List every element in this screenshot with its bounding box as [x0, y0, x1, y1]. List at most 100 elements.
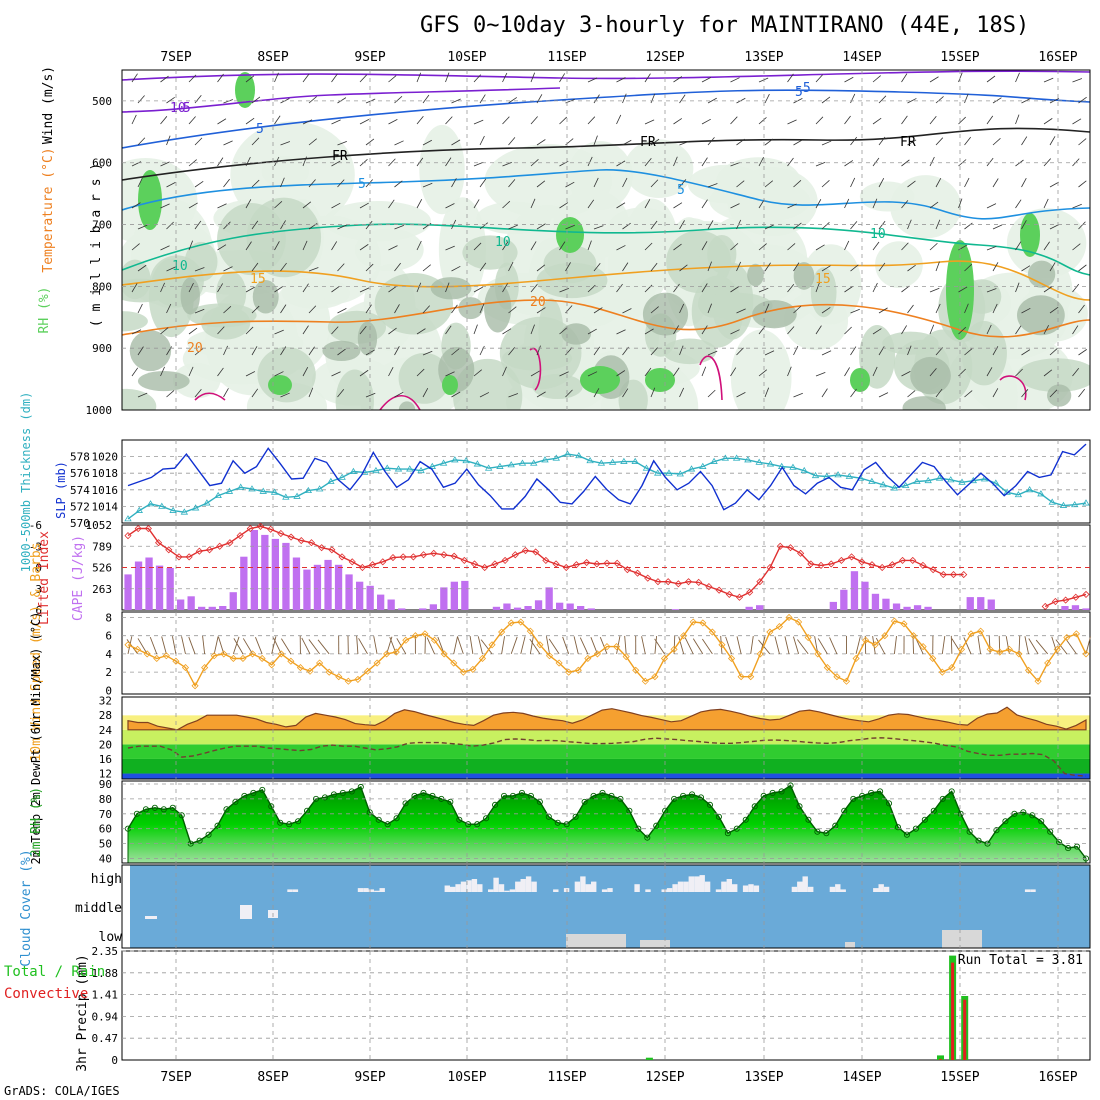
wind-barb [793, 345, 799, 356]
cape-bar [850, 571, 859, 610]
wind-barb [793, 392, 803, 398]
wind-barb [878, 220, 886, 230]
thickness-tick-label: 570 [70, 517, 90, 530]
surface-wind-barb [736, 636, 742, 655]
wind-speed-line-point [593, 650, 601, 658]
slp-tick-label: 1014 [92, 500, 119, 513]
wind-barb [479, 222, 489, 230]
thickness-line-point [1082, 499, 1090, 506]
wind-barb [194, 181, 204, 188]
wind-barb [337, 97, 347, 104]
thickness-line-point [879, 481, 887, 488]
wind-barb [251, 137, 260, 146]
cape-bar [155, 565, 164, 610]
top-date-label: 13SEP [744, 50, 783, 65]
wind-barb [365, 304, 372, 314]
wind-barb [280, 262, 287, 272]
wind-barb [1049, 98, 1060, 104]
cloud-high-bar [509, 889, 516, 892]
thickness-line-point [631, 457, 639, 464]
wind-barb [1043, 77, 1054, 83]
wind-barb [188, 159, 197, 167]
wind-barb [451, 304, 458, 314]
rh-shade-grey [180, 277, 200, 315]
chart-title: GFS 0~10day 3-hourly for MAINTIRANO (44E… [420, 13, 1029, 38]
wind-barb [394, 346, 400, 356]
thickness-line-point [913, 477, 921, 484]
wind-barb [1015, 282, 1020, 293]
lifted-index-line-point [450, 552, 458, 560]
wind-tick-label: 4 [105, 648, 112, 661]
wind-barb [935, 388, 943, 398]
wind-barb [901, 242, 909, 251]
precip-tick-label: 1.88 [92, 967, 119, 980]
wind-barb [844, 326, 852, 335]
cape-bar [177, 599, 185, 610]
wind-barb [422, 139, 433, 146]
wind-barb [1072, 243, 1081, 251]
rh2m-line-point [474, 821, 481, 828]
wind-speed-line-point [613, 643, 621, 651]
lifted-index-line-point [878, 563, 886, 572]
thickness-line-point [146, 500, 155, 507]
wind-barb [365, 138, 375, 146]
wind-barb [844, 76, 854, 83]
cloud-high-bar [1030, 889, 1036, 892]
rh2m-line-point [948, 788, 955, 795]
thickness-line-point [744, 456, 752, 463]
wind-barb [394, 140, 404, 146]
pressure-tick-label: 1000 [86, 404, 113, 417]
wind-barb [787, 73, 794, 83]
lifted-index-line-point [470, 560, 479, 568]
wind-speed-line-point [785, 613, 793, 622]
cape-bar [513, 607, 522, 610]
rh-shade-green [556, 217, 584, 253]
cloud-high-bar [661, 889, 667, 892]
surface-wind-barb [426, 637, 435, 655]
thickness-line-point [462, 456, 470, 464]
thickness-line-point [620, 457, 628, 464]
lifted-index-line-point [858, 558, 866, 566]
rh-shade-light [476, 201, 552, 235]
wind-barb [1021, 178, 1027, 188]
wind-barb [872, 241, 880, 251]
lifted-index-line-point [674, 580, 682, 588]
wind-barb [701, 366, 707, 377]
rh2m-line-point [214, 822, 221, 829]
wind-barb [131, 114, 137, 125]
dewpoint-line [127, 737, 1087, 777]
wind-barb [992, 303, 998, 314]
wind-barb [758, 77, 769, 83]
wind-barb [1021, 220, 1027, 230]
wind-barb [872, 366, 878, 377]
wind-barb [416, 116, 424, 125]
wind-barb [337, 308, 347, 314]
thickness-line-point [642, 464, 651, 471]
wind-barb [451, 391, 461, 398]
cloud-row-label: high [91, 872, 122, 887]
rh-shade-mid [122, 388, 157, 410]
wind-barb [593, 94, 600, 104]
wind-speed-line-point [363, 667, 372, 675]
lifted-index-line-point [307, 539, 316, 547]
wind-barb [901, 370, 911, 377]
wind-barb [616, 245, 626, 251]
surface-wind-barb [758, 639, 771, 655]
lifted-index-line-point [837, 556, 845, 564]
rh2m-line-point [286, 821, 293, 828]
pressure-tick-label: 800 [92, 280, 112, 293]
surface-wind-barb [793, 636, 800, 655]
rh2m-line-point [984, 840, 991, 847]
lifted-index-line-point [613, 559, 621, 567]
cape-bar [1071, 605, 1080, 610]
cape-bar [450, 581, 458, 610]
wind-barb [223, 305, 232, 314]
cape-bar [229, 592, 237, 610]
wind-speed-line-point [948, 664, 956, 672]
surface-wind-barb [358, 638, 368, 655]
bottom-date-label: 13SEP [744, 1070, 783, 1085]
cloud-high-bar [525, 876, 532, 892]
surface-wind-barb [213, 636, 219, 655]
rh-shade-mid [536, 262, 608, 299]
lifted-index-line-point [358, 563, 366, 572]
